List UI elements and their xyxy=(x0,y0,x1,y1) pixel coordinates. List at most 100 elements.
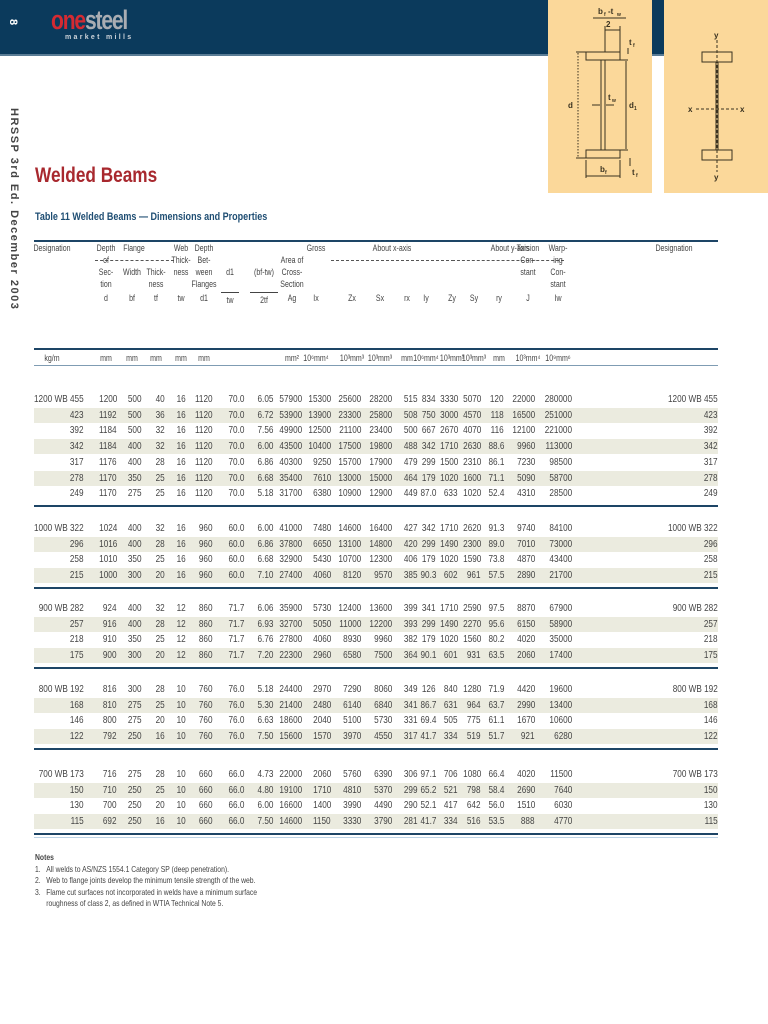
cell-iw: 251000 xyxy=(544,408,572,421)
cell-designation: 175 xyxy=(70,649,84,662)
cell-bf: 250 xyxy=(128,783,142,796)
onesteel-logo: onesteel market mills xyxy=(51,5,141,47)
cell-bf_tw_2tf: 6.06 xyxy=(257,602,273,614)
svg-text:t: t xyxy=(608,93,611,102)
cell-j: 2060 xyxy=(516,649,535,662)
cell-zy: 3330 xyxy=(439,393,458,405)
cell-zy: 1490 xyxy=(439,617,458,630)
cell-tf: 25 xyxy=(155,633,165,646)
cell-sy: 4070 xyxy=(462,424,481,437)
cell-designation_r: 146 xyxy=(704,714,718,727)
cell-rx: 281 xyxy=(404,815,418,828)
cell-d: 1184 xyxy=(99,440,117,453)
note-item: 1. All welds to AS/NZS 1554.1 Category SP… xyxy=(35,864,257,876)
cell-sx: 14800 xyxy=(369,537,392,550)
cell-bf: 500 xyxy=(128,393,142,405)
cell-j: 2690 xyxy=(516,783,535,796)
column-header-tf: Thick- xyxy=(146,267,166,277)
column-header-d1: Bet- xyxy=(197,255,211,265)
column-header-bf: Width xyxy=(123,267,141,277)
cell-bf: 500 xyxy=(128,408,142,421)
column-header-ag: Section xyxy=(280,279,304,289)
cell-iw: 17400 xyxy=(549,649,572,662)
table-row: 215 1000 300 20 16 960 60.0 7.10 27400 4060 8120 95… xyxy=(34,568,718,584)
column-unit-tf: mm xyxy=(150,353,162,363)
column-symbol-ag: Ag xyxy=(287,293,297,303)
cell-zx: 3970 xyxy=(342,730,361,743)
cell-sy: 642 xyxy=(467,799,481,812)
column-header-d: Depth xyxy=(96,243,116,253)
logo-subtitle: market mills xyxy=(65,34,134,41)
column-symbol-zy: Zy xyxy=(448,293,456,303)
cell-iy: 86.7 xyxy=(420,698,436,711)
table-row: 122 792 250 16 10 760 76.0 7.50 15600 1570 3970 455… xyxy=(34,729,718,745)
column-unit-d: mm xyxy=(100,353,112,363)
cell-iw: 84100 xyxy=(549,522,572,534)
cell-bf_tw_2tf: 6.00 xyxy=(257,522,273,534)
cell-j: 4420 xyxy=(516,683,535,695)
cell-sy: 519 xyxy=(467,730,481,743)
svg-text:x: x xyxy=(688,105,693,114)
cell-rx: 382 xyxy=(404,633,418,646)
logo-one: one xyxy=(51,5,86,35)
table-top-rule xyxy=(34,240,718,242)
cell-d: 1200 xyxy=(98,393,117,405)
cell-ry: 95.6 xyxy=(488,617,504,630)
units-bottom-rule xyxy=(34,365,718,366)
cell-iw: 98500 xyxy=(549,455,572,468)
cell-d1: 860 xyxy=(199,617,213,630)
column-unit-ag: mm² xyxy=(284,353,300,363)
cell-d1_tw: 66.0 xyxy=(228,783,244,796)
column-symbol-sx: Sx xyxy=(375,293,385,303)
cell-d1_tw: 76.0 xyxy=(228,698,244,711)
cell-d1_tw: 70.0 xyxy=(228,424,244,437)
cell-zx: 23300 xyxy=(338,408,361,421)
cell-zy: 417 xyxy=(444,799,458,812)
column-unit-designation: kg/m xyxy=(44,353,60,363)
cell-tw: 16 xyxy=(176,424,186,437)
page-number: 8 xyxy=(7,18,19,26)
cell-designation_r: 258 xyxy=(704,553,718,566)
cell-sx: 4490 xyxy=(373,799,392,812)
cell-tw: 16 xyxy=(176,393,186,405)
cell-ix: 10400 xyxy=(308,440,331,453)
cell-ag: 35400 xyxy=(279,471,302,484)
cell-bf: 250 xyxy=(128,815,142,828)
cell-designation: 296 xyxy=(70,537,84,550)
cell-d1_tw: 70.0 xyxy=(228,471,244,484)
cell-d: 692 xyxy=(103,815,117,828)
cell-ix: 2060 xyxy=(312,768,331,780)
column-unit-d1: mm xyxy=(198,353,210,363)
cell-rx: 479 xyxy=(404,455,418,468)
cell-iy: 342 xyxy=(422,522,436,534)
cell-ag: 18600 xyxy=(279,714,302,727)
cell-zx: 8930 xyxy=(342,633,361,646)
cell-d1: 1120 xyxy=(195,455,213,468)
table-row: 146 800 275 20 10 760 76.0 6.63 18600 2040 5100 573… xyxy=(34,713,718,728)
cell-designation_r: 122 xyxy=(704,730,718,743)
column-header-tw: ness xyxy=(173,267,189,277)
cell-designation_r: 218 xyxy=(704,633,718,646)
cell-ag: 57900 xyxy=(279,393,302,405)
cell-sx: 19800 xyxy=(369,440,392,453)
cell-ix: 1710 xyxy=(312,783,331,796)
cell-bf: 400 xyxy=(128,617,142,630)
cell-bf: 275 xyxy=(128,768,142,780)
column-header-tw: Thick- xyxy=(171,255,191,265)
cell-iy: 179 xyxy=(422,553,436,566)
cell-d1_tw: 60.0 xyxy=(228,537,244,550)
cell-bf_tw_2tf: 6.00 xyxy=(257,440,273,453)
column-header-j: Torsion xyxy=(516,243,540,253)
cell-tf: 32 xyxy=(155,522,165,534)
cell-bf_tw_2tf: 7.50 xyxy=(257,730,273,743)
cell-j: 2990 xyxy=(516,698,535,711)
cell-designation_r: 342 xyxy=(704,440,718,453)
cell-designation: 115 xyxy=(70,815,84,828)
cell-bf: 500 xyxy=(128,424,142,437)
cell-ry: 88.6 xyxy=(488,440,504,453)
column-unit-j: 10³mm⁴ xyxy=(515,353,541,363)
cell-zx: 6580 xyxy=(342,649,361,662)
cell-d1_tw: 71.7 xyxy=(228,649,244,662)
note-text: All welds to AS/NZS 1554.1 Category SP (… xyxy=(46,863,230,874)
